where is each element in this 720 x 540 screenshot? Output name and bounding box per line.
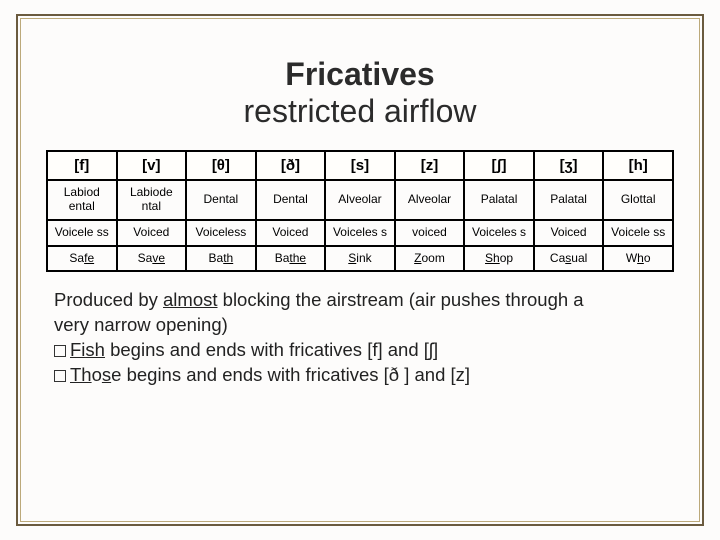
hdr-4: [s] <box>325 151 395 180</box>
place-5: Alveolar <box>395 180 465 220</box>
voice-1: Voiced <box>117 220 187 246</box>
note-line-1: Produced by almost blocking the airstrea… <box>54 288 674 313</box>
hdr-5: [z] <box>395 151 465 180</box>
place-8: Glottal <box>603 180 673 220</box>
ex-6: Shop <box>464 246 534 272</box>
voice-4: Voiceles s <box>325 220 395 246</box>
hdr-6: [ʃ] <box>464 151 534 180</box>
place-6: Palatal <box>464 180 534 220</box>
ex-0: Safe <box>47 246 117 272</box>
table-examples-row: Safe Save Bath Bathe Sink Zoom Shop Casu… <box>47 246 673 272</box>
table-voicing-row: Voicele ss Voiced Voiceless Voiced Voice… <box>47 220 673 246</box>
hdr-2: [θ] <box>186 151 256 180</box>
ex-8: Who <box>603 246 673 272</box>
hdr-8: [h] <box>603 151 673 180</box>
place-4: Alveolar <box>325 180 395 220</box>
title-sub: restricted airflow <box>46 93 674 130</box>
voice-6: Voiceles s <box>464 220 534 246</box>
voice-8: Voicele ss <box>603 220 673 246</box>
ex-1: Save <box>117 246 187 272</box>
voice-3: Voiced <box>256 220 326 246</box>
notes-block: Produced by almost blocking the airstrea… <box>46 288 674 388</box>
bullet-icon <box>54 345 66 357</box>
hdr-0: [f] <box>47 151 117 180</box>
place-3: Dental <box>256 180 326 220</box>
hdr-7: [ʒ] <box>534 151 604 180</box>
hdr-3: [ð] <box>256 151 326 180</box>
bullet-icon <box>54 370 66 382</box>
fricatives-table: [f] [v] [θ] [ð] [s] [z] [ʃ] [ʒ] [h] Labi… <box>46 150 674 272</box>
voice-7: Voiced <box>534 220 604 246</box>
place-7: Palatal <box>534 180 604 220</box>
note-bullet-2: Those begins and ends with fricatives [ð… <box>54 363 674 388</box>
ex-5: Zoom <box>395 246 465 272</box>
table-header-row: [f] [v] [θ] [ð] [s] [z] [ʃ] [ʒ] [h] <box>47 151 673 180</box>
voice-5: voiced <box>395 220 465 246</box>
slide-content: Fricatives restricted airflow [f] [v] [θ… <box>22 20 698 520</box>
ex-4: Sink <box>325 246 395 272</box>
place-2: Dental <box>186 180 256 220</box>
ex-3: Bathe <box>256 246 326 272</box>
table-place-row: Labiod ental Labiode ntal Dental Dental … <box>47 180 673 220</box>
title-block: Fricatives restricted airflow <box>46 56 674 130</box>
hdr-1: [v] <box>117 151 187 180</box>
ex-7: Casual <box>534 246 604 272</box>
ex-2: Bath <box>186 246 256 272</box>
note-bullet-1: Fish begins and ends with fricatives [f]… <box>54 338 674 363</box>
voice-2: Voiceless <box>186 220 256 246</box>
voice-0: Voicele ss <box>47 220 117 246</box>
place-1: Labiode ntal <box>117 180 187 220</box>
place-0: Labiod ental <box>47 180 117 220</box>
title-main: Fricatives <box>46 56 674 93</box>
note-line-2: very narrow opening) <box>54 313 674 338</box>
